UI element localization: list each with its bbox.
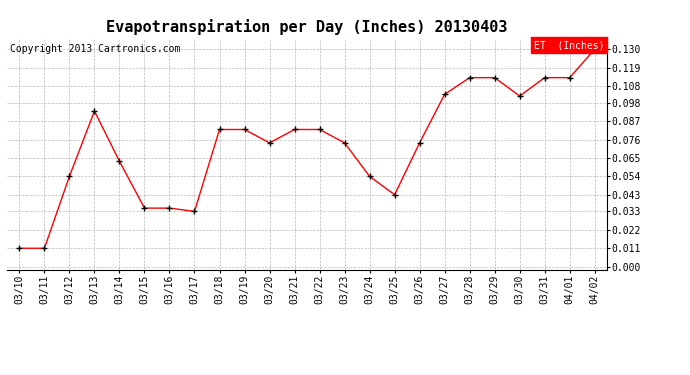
Title: Evapotranspiration per Day (Inches) 20130403: Evapotranspiration per Day (Inches) 2013… bbox=[106, 19, 508, 35]
Text: Copyright 2013 Cartronics.com: Copyright 2013 Cartronics.com bbox=[10, 45, 180, 54]
Text: ET  (Inches): ET (Inches) bbox=[534, 40, 604, 50]
